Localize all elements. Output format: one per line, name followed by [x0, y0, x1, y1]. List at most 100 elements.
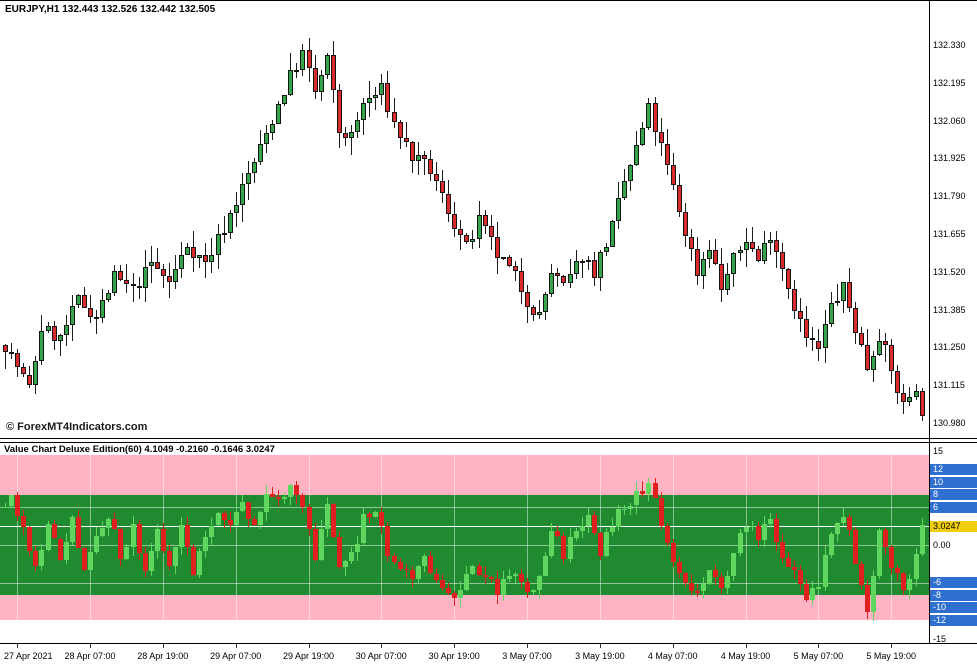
candle-body-bull: [646, 102, 652, 128]
indicator-candle-bull: [531, 589, 537, 593]
indicator-candle-bear: [21, 516, 27, 528]
time-tick-label: 27 Apr 2021: [4, 651, 53, 661]
candle-body-bear: [88, 307, 93, 318]
candle-body-bull: [610, 221, 615, 248]
indicator-candle-bull: [919, 524, 925, 554]
indicator-candle-bear: [695, 591, 700, 593]
candle-body-bear: [482, 214, 488, 227]
price-tick-label: 132.330: [933, 40, 966, 50]
indicator-candle-bull: [828, 534, 834, 555]
candle-body-bull: [227, 212, 233, 233]
indicator-candle-bear: [682, 572, 688, 584]
indicator-candle-bear: [142, 553, 148, 571]
indicator-candle-wick: [405, 564, 407, 579]
indicator-candle-bull: [349, 552, 354, 561]
time-tick-label: 29 Apr 07:00: [210, 651, 262, 661]
candle-body-bear: [682, 211, 688, 237]
indicator-candle-bear: [385, 525, 391, 556]
indicator-candle-bear: [300, 494, 306, 507]
candle-body-bull: [907, 396, 913, 402]
candle-body-bear: [713, 249, 719, 264]
indicator-candle-bull: [506, 576, 512, 579]
indicator-candle-bear: [852, 530, 858, 564]
indicator-bottom-border: [0, 643, 977, 644]
indicator-candle-bear: [33, 551, 39, 566]
indicator-candle-bull: [585, 514, 591, 526]
candle-body-bear: [15, 352, 21, 368]
candle-body-bull: [634, 145, 640, 166]
indicator-candle-bull: [233, 511, 239, 526]
time-tick: [672, 644, 674, 648]
candle-wick: [126, 264, 128, 293]
indicator-candle-bull: [877, 529, 883, 576]
indicator-candle-bull: [543, 555, 549, 576]
time-tick: [527, 644, 528, 648]
price-axis[interactable]: 132.330 132.195 132.060 131.925 131.790 131.6…: [930, 1, 977, 438]
indicator-candle-bull: [264, 494, 269, 513]
indicator-candle-wick: [818, 578, 820, 592]
time-tick: [308, 644, 310, 648]
time-axis[interactable]: 27 Apr 2021 28 Apr 07:00 28 Apr 19:00 29 Ap…: [0, 644, 977, 672]
indicator-axis[interactable]: 15 0.00 -15 12 10 8 6 -6 -8 -10 -12 3.0247: [930, 443, 977, 643]
time-tick-label: 29 Apr 19:00: [282, 651, 335, 661]
window-splitter[interactable]: [0, 439, 977, 442]
main-price-chart[interactable]: EURJPY,H1 132.443 132.526 132.442 132.50…: [0, 1, 929, 438]
time-tick-label: 30 Apr 19:00: [428, 651, 480, 661]
indicator-candle-bull: [840, 516, 846, 524]
indicator-candle-bear: [804, 583, 810, 600]
indicator-candle-bull: [415, 565, 421, 579]
candle-body-bear: [409, 142, 415, 161]
indicator-candle-bear: [434, 573, 439, 580]
indicator-subwindow[interactable]: Value Chart Deluxe Edition(60) 4.1049 -0…: [0, 443, 929, 643]
indicator-header: Value Chart Deluxe Edition(60) 4.1049 -0…: [4, 444, 275, 455]
grid-line-vertical: [891, 443, 893, 643]
candle-wick: [11, 343, 13, 360]
candle-body-bear: [130, 283, 136, 287]
candle-body-bull: [761, 243, 767, 261]
candle-body-bear: [203, 254, 209, 262]
candle-body-bear: [749, 242, 755, 249]
candle-body-bear: [755, 248, 761, 261]
candle-body-bear: [21, 367, 27, 375]
indicator-candle-bear: [476, 565, 482, 576]
indicator-candle-bull: [39, 550, 45, 566]
watermark-text: © ForexMT4Indicators.com: [6, 421, 148, 433]
candle-body-bear: [9, 352, 15, 355]
time-tick: [818, 644, 820, 648]
indicator-level-badge: -10: [930, 602, 977, 614]
grid-line-vertical: [17, 443, 19, 643]
candle-body-bear: [652, 102, 658, 133]
indicator-candle-bull: [767, 519, 773, 524]
indicator-candle-bull: [100, 527, 106, 536]
indicator-candle-bull: [731, 553, 737, 576]
candle-body-bear: [555, 272, 561, 276]
candle-wick: [739, 246, 741, 262]
candle-body-bull: [197, 254, 203, 258]
level-line: [0, 545, 929, 546]
candle-body-bear: [312, 68, 318, 93]
candle-body-bear: [124, 279, 130, 284]
candle-body-bear: [446, 193, 452, 214]
indicator-candle-bear: [846, 516, 852, 531]
indicator-candle-bear: [336, 537, 342, 568]
candle-body-bull: [415, 154, 421, 161]
candle-body-bear: [452, 213, 458, 229]
indicator-candle-bear: [895, 567, 901, 573]
indicator-candle-bull: [737, 532, 743, 554]
candle-wick: [59, 333, 61, 356]
candle-body-bull: [871, 355, 876, 370]
candle-body-bull: [573, 260, 579, 274]
price-tick-label: 132.195: [933, 77, 966, 88]
candle-body-bear: [191, 246, 197, 258]
candle-body-bull: [112, 270, 118, 293]
indicator-candle-bear: [482, 575, 488, 577]
indicator-candle-bull: [537, 575, 543, 590]
indicator-candle-bear: [51, 524, 57, 539]
candle-body-bull: [264, 132, 269, 144]
price-tick-label: 131.925: [933, 153, 966, 164]
indicator-candle-bear: [773, 519, 779, 542]
indicator-candle-bull: [355, 543, 361, 553]
candle-body-bull: [324, 54, 330, 75]
candle-body-bear: [397, 121, 403, 138]
grid-line-vertical: [381, 443, 383, 643]
